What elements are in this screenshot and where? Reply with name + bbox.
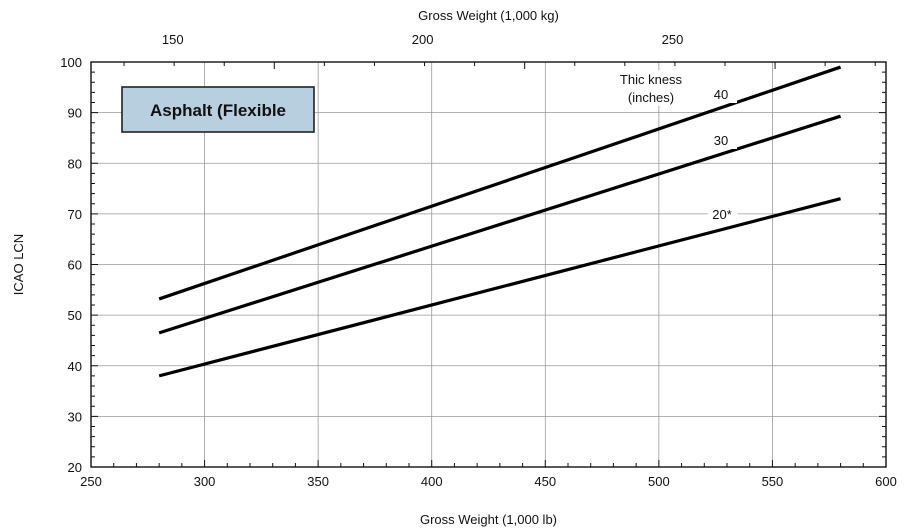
thickness-title-line2: (inches) xyxy=(628,90,674,105)
x-tick-label: 300 xyxy=(194,474,216,489)
top-tick-labels: 150 200 250 xyxy=(162,32,683,47)
series-lines: 40 30 20* xyxy=(158,65,842,378)
y-tick-label: 70 xyxy=(68,207,82,222)
series-line-30 xyxy=(158,114,842,335)
x-axis-title: Gross Weight (1,000 lb) xyxy=(420,512,557,527)
y-tick-label: 30 xyxy=(68,409,82,424)
series-label-bg xyxy=(707,87,737,103)
y-tick-label: 80 xyxy=(68,156,82,171)
x-tick-label: 350 xyxy=(307,474,329,489)
pavement-type-box: Asphalt (Flexible xyxy=(121,86,315,133)
top-axis-title: Gross Weight (1,000 kg) xyxy=(418,8,559,23)
y-tick-label: 60 xyxy=(68,258,82,273)
grid xyxy=(91,62,886,467)
series-label-30: 30 xyxy=(714,133,728,148)
y-tick-label: 100 xyxy=(60,55,82,70)
x-tick-label: 250 xyxy=(80,474,102,489)
legend-title-bg xyxy=(606,70,696,106)
series-line-40 xyxy=(158,65,842,301)
thickness-title-line1: Thic kness xyxy=(620,72,683,87)
pavement-type-label: Asphalt (Flexible xyxy=(150,101,286,120)
series-label-bg xyxy=(708,207,738,223)
y-tick-labels: 20 30 40 50 60 70 80 90 100 xyxy=(60,55,82,475)
plot-frame xyxy=(90,61,887,468)
x-tick-label: 550 xyxy=(762,474,784,489)
y-tick-label: 20 xyxy=(68,460,82,475)
series-label-40: 40 xyxy=(714,87,728,102)
series-label-bg xyxy=(707,133,737,149)
x-tick-label: 500 xyxy=(648,474,670,489)
x-tick-label: 400 xyxy=(421,474,443,489)
y-tick-label: 50 xyxy=(68,308,82,323)
series-label-20star: 20* xyxy=(712,207,732,222)
x-tick-label: 600 xyxy=(875,474,897,489)
pavement-type-box-rect xyxy=(121,86,315,133)
series-line-20star xyxy=(158,197,841,378)
y-axis-title: ICAO LCN xyxy=(11,234,26,295)
y-tick-label: 40 xyxy=(68,359,82,374)
top-tick-label: 250 xyxy=(662,32,684,47)
x-tick-label: 450 xyxy=(534,474,556,489)
y-tick-label: 90 xyxy=(68,106,82,121)
top-tick-label: 150 xyxy=(162,32,184,47)
top-tick-label: 200 xyxy=(412,32,434,47)
x-tick-labels: 250 300 350 400 450 500 550 600 xyxy=(80,474,897,489)
